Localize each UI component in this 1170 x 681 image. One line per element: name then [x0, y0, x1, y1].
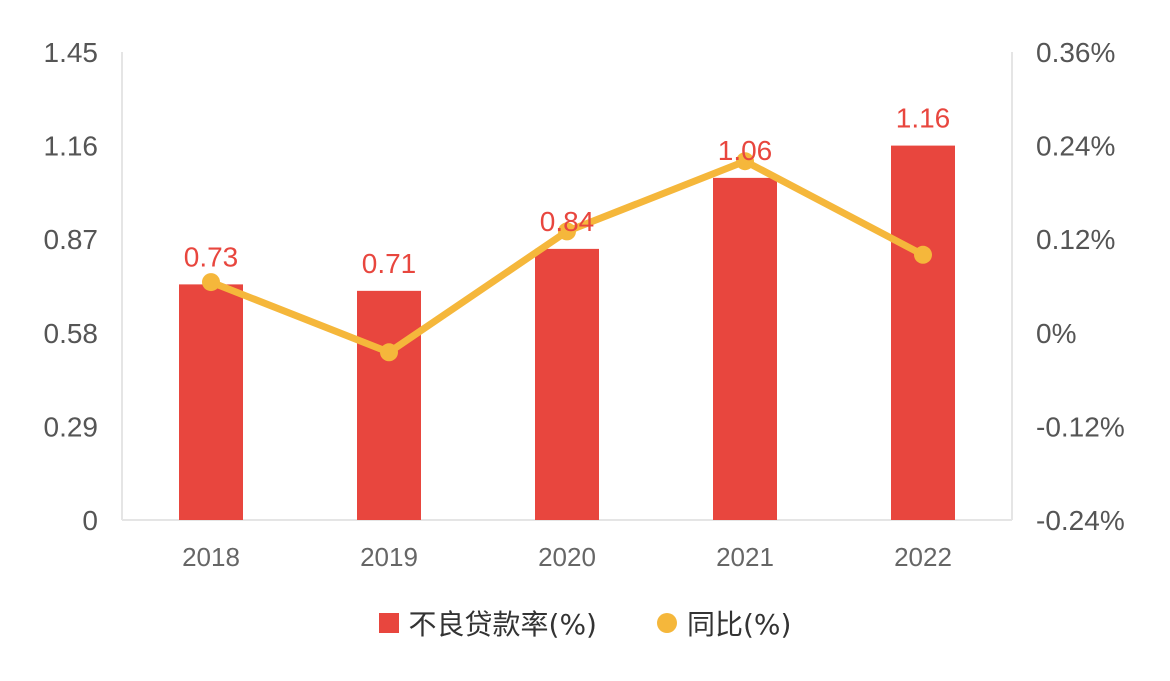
right-tick-label: 0% [1036, 318, 1076, 349]
bar-series [179, 145, 955, 520]
left-tick-label: 1.16 [44, 131, 99, 162]
left-tick-label: 0.87 [44, 224, 99, 255]
x-tick-label: 2019 [360, 542, 418, 572]
x-tick-label: 2022 [894, 542, 952, 572]
right-tick-label: 0.36% [1036, 37, 1115, 68]
bar [357, 290, 421, 520]
bar-value-label: 1.06 [718, 135, 773, 166]
legend: 不良贷款率(%) 同比(%) [0, 603, 1170, 643]
bar [535, 248, 599, 520]
right-tick-label: 0.12% [1036, 224, 1115, 255]
bar [179, 284, 243, 520]
legend-label: 同比(%) [687, 608, 792, 641]
line-point [914, 245, 932, 264]
bar [891, 145, 955, 520]
x-tick-label: 2018 [182, 542, 240, 572]
line-point [380, 343, 398, 362]
right-tick-label: 0.24% [1036, 131, 1115, 162]
legend-swatch-square [378, 613, 399, 633]
line-point [736, 152, 754, 171]
left-tick-label: 0.29 [44, 411, 99, 442]
x-tick-label: 2020 [538, 542, 596, 572]
legend-label: 不良贷款率(%) [408, 608, 597, 641]
left-tick-label: 0.58 [44, 318, 99, 349]
right-tick-label: -0.12% [1036, 411, 1125, 442]
bar-value-label: 0.71 [362, 248, 417, 279]
bar-value-label: 0.73 [184, 241, 239, 272]
axes: 0 0.29 0.58 0.87 1.16 1.45 -0.24% -0.12% 0% 0.12%… [44, 37, 1125, 572]
legend-swatch-circle [657, 613, 677, 633]
line-point [558, 222, 576, 241]
line-series [202, 152, 932, 362]
legend-item-npl-ratio: 不良贷款率(%) [378, 603, 597, 643]
legend-item-yoy: 同比(%) [657, 603, 791, 643]
bar [713, 177, 777, 520]
data-labels: 0.73 0.71 0.84 1.06 1.16 [184, 103, 951, 279]
bar-value-label: 0.84 [540, 206, 595, 237]
left-tick-label: 0 [82, 505, 98, 536]
left-tick-label: 1.45 [44, 37, 99, 68]
right-tick-label: -0.24% [1036, 505, 1125, 536]
bar-value-label: 1.16 [896, 103, 951, 134]
line-point [202, 273, 220, 292]
x-tick-label: 2021 [716, 542, 774, 572]
